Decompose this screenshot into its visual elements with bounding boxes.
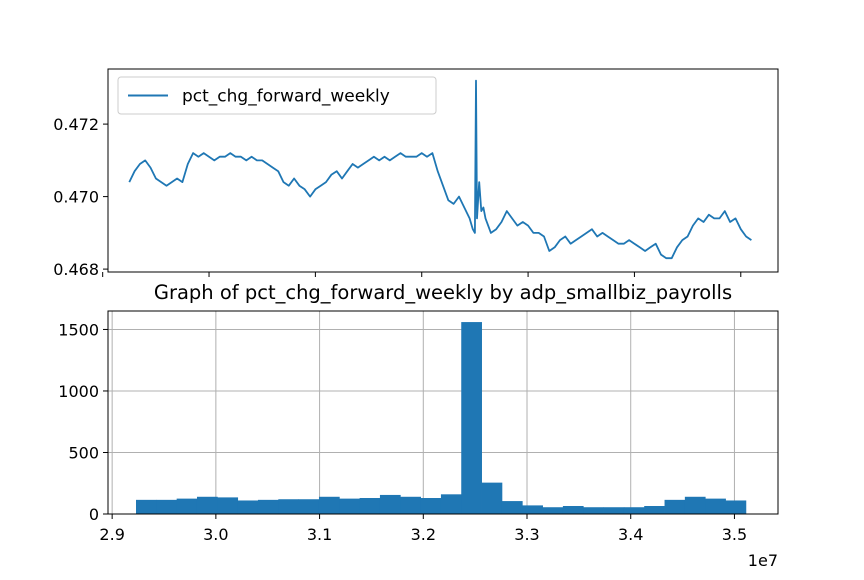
histogram-bar	[136, 499, 157, 514]
histogram-bar	[257, 499, 279, 514]
histogram-bar	[318, 496, 340, 514]
histogram-bar	[644, 506, 665, 514]
histogram-bar	[684, 496, 706, 514]
x-offset-label: 1e7	[748, 551, 778, 570]
histogram-bar	[156, 499, 178, 514]
histogram-bar	[176, 498, 198, 514]
bottom-x-tick-label: 3.3	[514, 525, 539, 544]
histogram-bar	[339, 498, 361, 514]
histogram-bar	[359, 498, 381, 514]
histogram-bar	[725, 500, 747, 514]
bottom-chart-title: Graph of pct_chg_forward_weekly by adp_s…	[154, 281, 732, 304]
histogram-bar	[420, 498, 442, 514]
histogram-bar	[461, 322, 482, 514]
top-y-tick-label: 0.470	[53, 188, 99, 207]
bottom-x-tick-label: 3.4	[618, 525, 643, 544]
histogram-bar	[278, 499, 300, 514]
histogram-bar	[481, 482, 503, 514]
histogram-bar	[705, 498, 726, 514]
bottom-plot-frame	[107, 310, 779, 515]
line-series-pct-chg-forward-weekly	[128, 79, 752, 260]
histogram-bar	[562, 506, 584, 514]
histogram-bar	[379, 494, 401, 514]
bottom-x-tick-label: 3.5	[722, 525, 747, 544]
histogram-bar	[196, 496, 218, 514]
bottom-y-tick-label: 1500	[58, 320, 99, 339]
top-y-tick-label: 0.468	[53, 260, 99, 279]
histogram-bar	[400, 496, 421, 514]
bottom-y-tick-label: 0	[89, 505, 99, 524]
bottom-axis-ticks: 0 500 1000 1500 2.9 3.0 3.1 3.2 3.3 3.4 3.5	[58, 320, 747, 544]
histogram-bar	[237, 500, 259, 514]
histogram-bar	[501, 501, 523, 514]
top-line-plot: 0.468 0.470 0.472 pct_chg_forward_weekly	[53, 68, 779, 279]
histogram-bar	[603, 507, 625, 514]
bottom-x-tick-label: 2.9	[99, 525, 124, 544]
bottom-y-tick-label: 500	[68, 443, 99, 462]
bottom-x-tick-label: 3.1	[307, 525, 332, 544]
bottom-y-tick-label: 1000	[58, 382, 99, 401]
histogram-bar	[440, 494, 462, 514]
top-plot-frame	[107, 68, 779, 273]
histogram-bars	[136, 322, 747, 514]
histogram-bar	[664, 499, 686, 514]
top-axis-ticks: 0.468 0.470 0.472	[53, 115, 742, 279]
histogram-bar	[217, 497, 239, 514]
histogram-bar	[583, 507, 604, 514]
bottom-x-tick-label: 3.0	[203, 525, 228, 544]
legend-label: pct_chg_forward_weekly	[182, 87, 390, 107]
legend-box	[117, 76, 437, 115]
histogram-bar	[623, 507, 645, 514]
histogram-bar	[542, 507, 564, 514]
histogram-bar	[298, 499, 320, 514]
bottom-x-tick-label: 3.2	[411, 525, 436, 544]
bottom-histogram: Graph of pct_chg_forward_weekly by adp_s…	[58, 281, 779, 570]
histogram-bar	[522, 505, 543, 514]
top-y-tick-label: 0.472	[53, 115, 99, 134]
legend: pct_chg_forward_weekly	[117, 76, 437, 115]
